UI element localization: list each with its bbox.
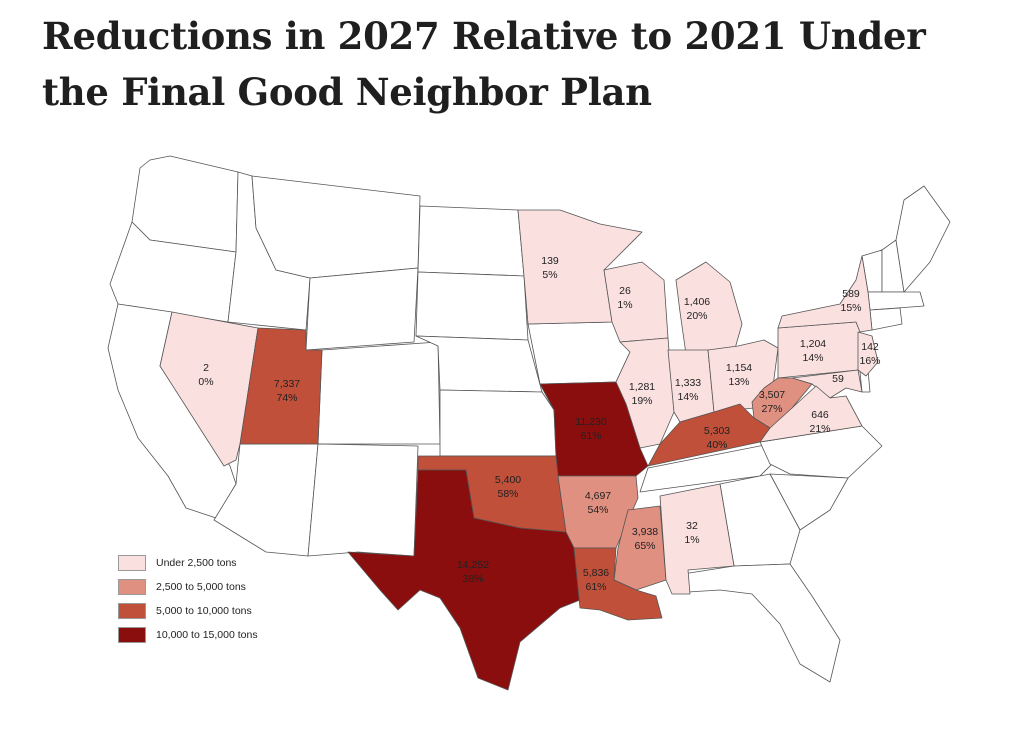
legend-swatch [118,627,146,643]
label-nevada-pct: 0% [198,376,213,388]
state-kansas [439,389,557,457]
label-ohio-pct: 13% [728,376,749,388]
legend-item: 5,000 to 10,000 tons [118,600,258,622]
legend-item: Under 2,500 tons [118,552,258,574]
label-west-virginia-tons: 3,507 [759,389,785,401]
state-maine [895,185,951,293]
legend-label: 5,000 to 10,000 tons [156,605,252,617]
state-virginia [759,385,863,443]
label-alabama-pct: 1% [684,534,699,546]
label-new-york-pct: 15% [840,302,861,314]
state-missouri [539,381,649,477]
label-michigan-pct: 20% [686,310,707,322]
label-virginia-pct: 21% [809,423,830,435]
state-south-dakota [415,271,529,341]
label-wisconsin-pct: 1% [617,299,632,311]
label-nevada-tons: 2 [203,362,209,374]
state-new-jersey [857,331,879,377]
label-missouri-tons: 11,230 [575,416,606,428]
state-florida [669,563,841,683]
state-texas [347,469,581,691]
label-pennsylvania-pct: 14% [802,352,823,364]
label-oklahoma-pct: 58% [497,488,518,500]
label-michigan-tons: 1,406 [684,296,710,308]
legend-item: 10,000 to 15,000 tons [118,624,258,646]
state-labels: 2 0% 7,337 74% 139 5% 26 1% 1,406 20% 1,… [198,255,880,593]
label-oklahoma-tons: 5,400 [495,474,521,486]
legend-label: 10,000 to 15,000 tons [156,629,258,641]
state-north-dakota [417,205,525,277]
page-title: Reductions in 2027 Relative to 2021 Unde… [42,14,926,114]
label-missouri-pct: 61% [580,430,601,442]
legend-swatch [118,555,146,571]
state-west-virginia [751,377,813,429]
state-new-york [777,255,873,333]
map-legend: Under 2,500 tons 2,500 to 5,000 tons 5,0… [118,552,258,648]
label-mississippi-tons: 3,938 [632,526,658,538]
state-connecticut [869,307,903,331]
label-illinois-tons: 1,281 [629,381,655,393]
label-wisconsin-tons: 26 [619,285,631,297]
label-arkansas-pct: 54% [587,504,608,516]
label-texas-pct: 38% [462,573,483,585]
label-minnesota-tons: 139 [541,255,559,267]
legend-swatch [118,579,146,595]
label-pennsylvania-tons: 1,204 [800,338,826,350]
state-utah [239,327,323,445]
legend-label: 2,500 to 5,000 tons [156,581,246,593]
state-kentucky [647,403,771,467]
state-montana [251,175,421,279]
label-ohio-tons: 1,154 [726,362,752,374]
label-west-virginia-pct: 27% [761,403,782,415]
label-minnesota-pct: 5% [542,269,557,281]
state-iowa [527,321,631,385]
label-virginia-tons: 646 [811,409,829,421]
label-utah-tons: 7,337 [274,378,300,390]
label-alabama-tons: 32 [686,520,698,532]
state-pennsylvania [777,321,867,379]
legend-label: Under 2,500 tons [156,557,237,569]
label-texas-tons: 14,252 [457,559,489,571]
label-new-jersey-tons: 142 [861,341,879,353]
label-maryland-tons: 59 [832,373,844,385]
label-louisiana-tons: 5,836 [583,567,609,579]
label-indiana-pct: 14% [677,391,698,403]
label-mississippi-pct: 65% [634,540,655,552]
state-colorado [317,341,441,445]
label-indiana-tons: 1,333 [675,377,701,389]
label-utah-pct: 74% [276,392,297,404]
state-alabama [659,483,735,595]
state-michigan [675,261,743,355]
label-kentucky-tons: 5,303 [704,425,730,437]
state-new-mexico [307,443,419,557]
legend-item: 2,500 to 5,000 tons [118,576,258,598]
state-massachusetts [867,291,925,311]
label-illinois-pct: 19% [631,395,652,407]
state-louisiana [573,547,663,621]
label-new-york-tons: 589 [842,288,860,300]
legend-swatch [118,603,146,619]
label-kentucky-pct: 40% [706,439,727,451]
us-map: 2 0% 7,337 74% 139 5% 26 1% 1,406 20% 1,… [100,150,1000,700]
label-arkansas-tons: 4,697 [585,490,611,502]
label-new-jersey-pct: 16% [859,355,880,367]
label-louisiana-pct: 61% [585,581,606,593]
state-wyoming [305,267,419,351]
